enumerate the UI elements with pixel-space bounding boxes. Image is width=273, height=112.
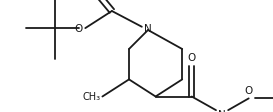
Text: N: N (218, 109, 226, 112)
Text: O: O (188, 53, 196, 62)
Text: N: N (144, 24, 152, 34)
Text: O: O (74, 24, 82, 34)
Text: O: O (245, 86, 253, 96)
Text: CH₃: CH₃ (82, 92, 100, 102)
